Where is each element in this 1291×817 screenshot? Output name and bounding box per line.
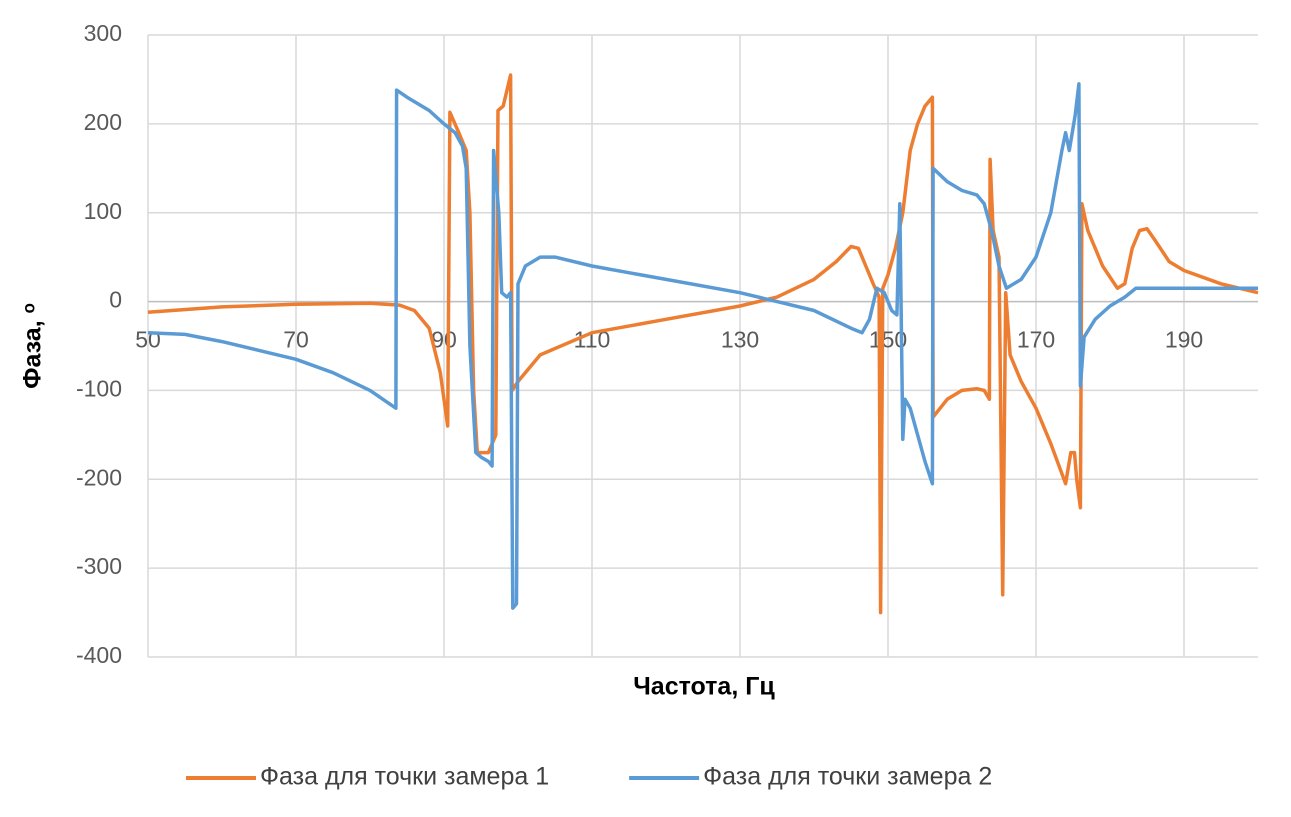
y-axis-title: Фаза, ᵒ [19, 303, 47, 389]
y-tick-label: 200 [84, 109, 122, 135]
y-tick-label: -100 [76, 376, 122, 402]
legend-label: Фаза для точки замера 1 [260, 763, 549, 791]
y-tick-label: -400 [76, 642, 122, 668]
x-tick-label: 190 [1165, 327, 1203, 353]
x-axis-title: Частота, Гц [633, 673, 775, 701]
y-tick-label: 100 [84, 198, 122, 224]
x-tick-label: 130 [721, 327, 759, 353]
x-tick-label: 70 [283, 327, 309, 353]
y-tick-label: -200 [76, 464, 122, 490]
series-line [147, 82, 1258, 610]
y-tick-label: 0 [109, 287, 122, 313]
x-tick-label: 170 [1017, 327, 1055, 353]
legend-label: Фаза для точки замера 2 [703, 763, 992, 791]
series-line [147, 73, 1259, 615]
y-tick-label: 300 [84, 20, 122, 46]
y-tick-label: -300 [76, 553, 122, 579]
x-tick-label: 50 [135, 327, 161, 353]
